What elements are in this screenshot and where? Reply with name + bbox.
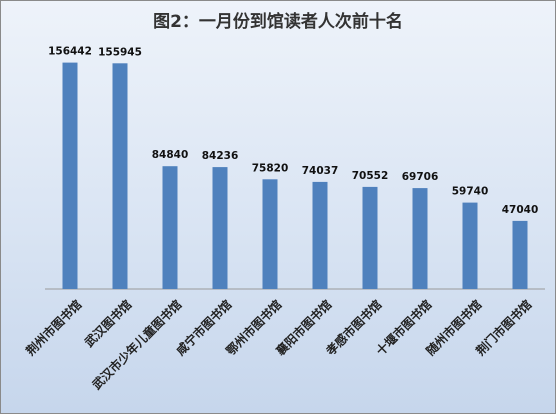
- data-label: 84236: [202, 150, 239, 162]
- category-label: 武汉图书馆: [81, 297, 134, 350]
- data-label: 47040: [502, 204, 539, 216]
- category-label: 荆州市图书馆: [23, 297, 85, 359]
- data-label: 74037: [302, 165, 339, 177]
- data-label: 59740: [452, 186, 489, 198]
- bar: [112, 63, 128, 289]
- bar: [162, 166, 178, 289]
- data-label: 75820: [252, 162, 289, 174]
- bar: [412, 188, 428, 289]
- bar: [512, 220, 528, 289]
- bar: [62, 62, 78, 289]
- category-label: 武汉市少年儿童图书馆: [89, 297, 184, 392]
- data-label: 69706: [402, 171, 439, 183]
- bar: [362, 186, 378, 289]
- bar: [462, 202, 478, 289]
- bar: [312, 181, 328, 289]
- value-labels-layer: 156442 155945 84840 84236 75820 74037 70552 697…: [48, 46, 538, 216]
- data-label: 156442: [48, 46, 92, 58]
- chart-title: 图2：一月份到馆读者人次前十名: [153, 11, 403, 32]
- bar: [262, 179, 278, 289]
- bars-layer: [62, 62, 528, 289]
- data-label: 84840: [152, 149, 189, 161]
- data-label: 70552: [352, 170, 389, 182]
- category-labels-layer: 荆州市图书馆武汉图书馆武汉市少年儿童图书馆咸宁市图书馆鄂州市图书馆襄阳市图书馆孝…: [23, 297, 535, 392]
- bar: [212, 167, 228, 289]
- data-label: 155945: [98, 46, 142, 58]
